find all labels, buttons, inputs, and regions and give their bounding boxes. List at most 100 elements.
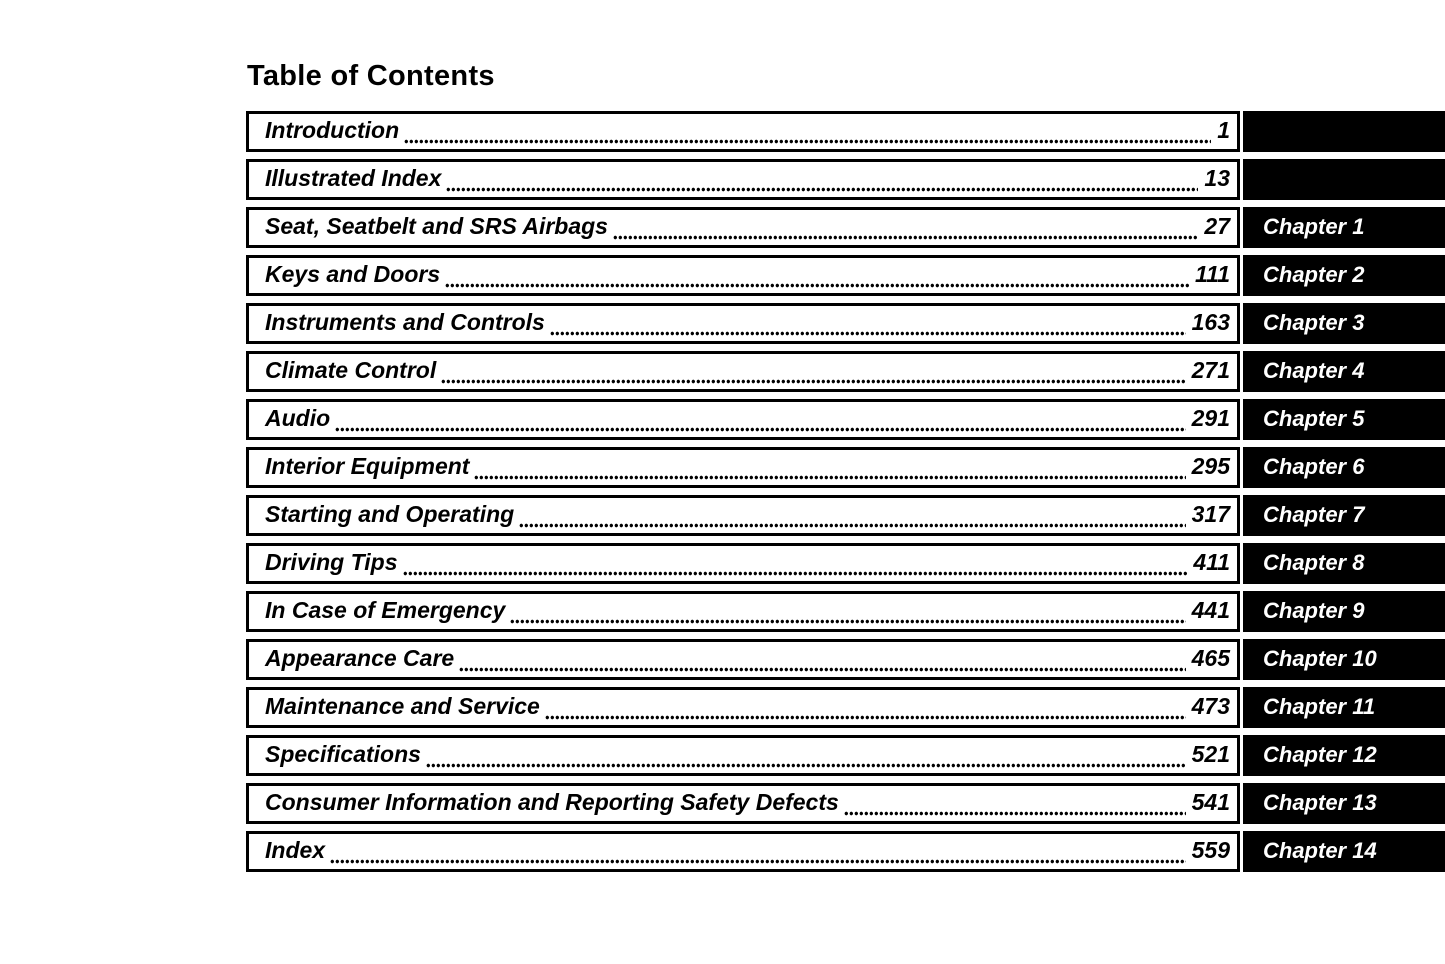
toc-entry-page-number: 441 [1191,597,1230,623]
toc-entry-title: Specifications [265,741,421,767]
toc-entry-title: Illustrated Index [265,165,442,191]
toc-entry-title: Introduction [265,117,400,143]
dot-leader [404,139,1212,144]
toc-entry-page-number: 541 [1191,789,1230,815]
toc-entry-title: Audio [265,405,331,431]
toc-entry-box: Starting and Operating 317 [246,495,1240,536]
toc-entry-box: Introduction 1 [246,111,1240,152]
toc-entry-box: Climate Control 271 [246,351,1240,392]
chapter-tab-label: Chapter 1 [1263,213,1365,239]
toc-entry-box: Interior Equipment 295 [246,447,1240,488]
toc-row: Starting and Operating 317 Chapter 7 [246,495,1445,536]
toc-entry-page-number: 271 [1191,357,1230,383]
toc-entry-title: Seat, Seatbelt and SRS Airbags [265,213,608,239]
chapter-tab: Chapter 3 [1243,303,1445,344]
chapter-tab-label: Chapter 2 [1263,261,1365,287]
toc-entry-page-number: 473 [1191,693,1230,719]
toc-row: Audio 291 Chapter 5 [246,399,1445,440]
toc-entry-title: Driving Tips [265,549,398,575]
toc-row: Seat, Seatbelt and SRS Airbags 27 Chapte… [246,207,1445,248]
chapter-tab: Chapter 8 [1243,543,1445,584]
chapter-tab: Chapter 12 [1243,735,1445,776]
toc-entry-box: Driving Tips 411 [246,543,1240,584]
toc-entry-box: Seat, Seatbelt and SRS Airbags 27 [246,207,1240,248]
toc-row: Introduction 1 [246,111,1445,152]
dot-leader [402,571,1188,576]
chapter-tab-label: Chapter 4 [1263,357,1365,383]
chapter-tab-label: Chapter 6 [1263,453,1365,479]
chapter-tab-label: Chapter 5 [1263,405,1365,431]
toc-entry-box: In Case of Emergency 441 [246,591,1240,632]
toc-row: Consumer Information and Reporting Safet… [246,783,1445,824]
chapter-tab: Chapter 4 [1243,351,1445,392]
toc-entry-title: Index [265,837,326,863]
chapter-tab: Chapter 7 [1243,495,1445,536]
chapter-tab [1243,159,1445,200]
chapter-tab-label: Chapter 12 [1263,741,1377,767]
toc-entry-box: Specifications 521 [246,735,1240,776]
toc-row: Specifications 521 Chapter 12 [246,735,1445,776]
toc-entry-page-number: 295 [1191,453,1230,479]
toc-row: Interior Equipment 295 Chapter 6 [246,447,1445,488]
toc-entry-page-number: 111 [1195,261,1230,287]
toc-row: Index 559 Chapter 14 [246,831,1445,872]
toc-entry-page-number: 163 [1191,309,1230,335]
toc-entry-title: In Case of Emergency [265,597,506,623]
toc-entry-box: Audio 291 [246,399,1240,440]
toc-row: Instruments and Controls 163 Chapter 3 [246,303,1445,344]
toc-entry-page-number: 1 [1217,117,1230,143]
toc-entry-title: Appearance Care [265,645,455,671]
toc-entry-page-number: 411 [1193,549,1230,575]
dot-leader [549,331,1186,336]
dot-leader [544,715,1186,720]
chapter-tab-label: Chapter 9 [1263,597,1365,623]
toc-entry-box: Instruments and Controls 163 [246,303,1240,344]
toc-entry-box: Illustrated Index 13 [246,159,1240,200]
chapter-tab: Chapter 2 [1243,255,1445,296]
toc-row: In Case of Emergency 441 Chapter 9 [246,591,1445,632]
toc-entry-page-number: 317 [1191,501,1230,527]
chapter-tab: Chapter 6 [1243,447,1445,488]
chapter-tab-label: Chapter 8 [1263,549,1365,575]
dot-leader [445,283,1190,288]
chapter-tab-label: Chapter 11 [1263,693,1376,719]
dot-leader [425,763,1186,768]
chapter-tab-label: Chapter 14 [1263,837,1377,863]
toc-entry-box: Maintenance and Service 473 [246,687,1240,728]
toc-row: Keys and Doors 111 Chapter 2 [246,255,1445,296]
dot-leader [474,475,1186,480]
chapter-tab-label: Chapter 7 [1263,501,1365,527]
toc-entry-title: Keys and Doors [265,261,441,287]
toc-entry-page-number: 465 [1191,645,1230,671]
toc-entry-box: Appearance Care 465 [246,639,1240,680]
dot-leader [510,619,1186,624]
chapter-tab: Chapter 13 [1243,783,1445,824]
chapter-tab: Chapter 9 [1243,591,1445,632]
chapter-tab: Chapter 5 [1243,399,1445,440]
chapter-tab-label: Chapter 10 [1263,645,1377,671]
toc-row: Climate Control 271 Chapter 4 [246,351,1445,392]
toc-row: Illustrated Index 13 [246,159,1445,200]
toc-entry-title: Consumer Information and Reporting Safet… [265,789,839,815]
toc-entry-page-number: 27 [1204,213,1230,239]
chapter-tab: Chapter 1 [1243,207,1445,248]
toc-entry-title: Starting and Operating [265,501,515,527]
toc-row: Maintenance and Service 473 Chapter 11 [246,687,1445,728]
dot-leader [459,667,1186,672]
toc-entry-page-number: 521 [1191,741,1230,767]
toc-row: Driving Tips 411 Chapter 8 [246,543,1445,584]
dot-leader [519,523,1186,528]
dot-leader [441,379,1186,384]
toc-entry-title: Maintenance and Service [265,693,540,719]
toc-entry-page-number: 559 [1191,837,1230,863]
toc-entry-title: Instruments and Controls [265,309,545,335]
dot-leader [335,427,1186,432]
chapter-tab [1243,111,1445,152]
chapter-tab-label: Chapter 13 [1263,789,1377,815]
chapter-tab: Chapter 14 [1243,831,1445,872]
chapter-tab-label: Chapter 3 [1263,309,1365,335]
dot-leader [612,235,1199,240]
toc-entry-title: Climate Control [265,357,437,383]
toc-entry-title: Interior Equipment [265,453,470,479]
